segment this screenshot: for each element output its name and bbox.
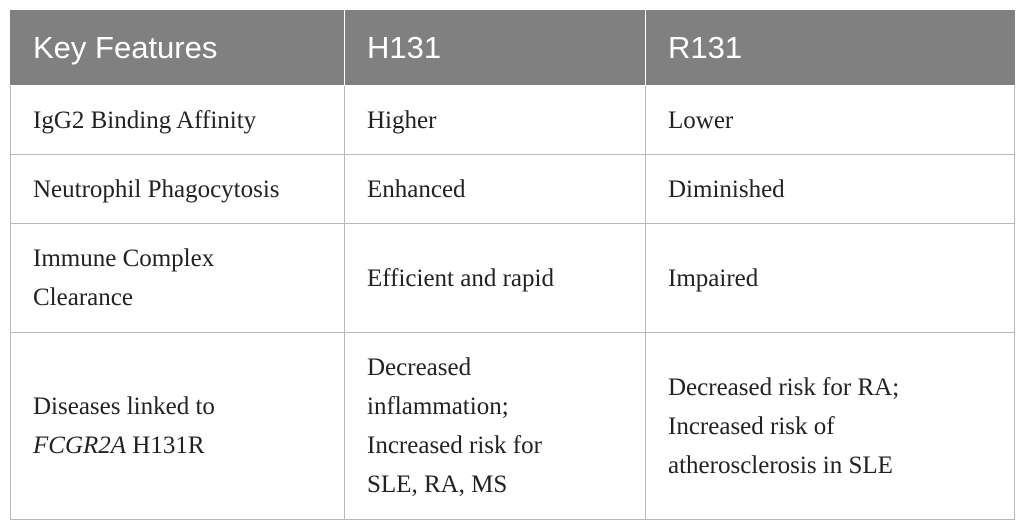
h131-cell: Efficient and rapid <box>344 223 646 333</box>
h131-cell: Decreased inflammation; Increased risk f… <box>344 332 646 520</box>
feature-cell: Diseases linked to FCGR2A H131R <box>10 332 345 520</box>
r131-cell: Diminished <box>645 154 1015 224</box>
table-row: IgG2 Binding Affinity Higher Lower <box>10 85 1015 155</box>
feature-line: Immune Complex <box>33 245 215 272</box>
h131-line: Increased risk for <box>367 432 542 459</box>
r131-cell: Lower <box>645 85 1015 155</box>
feature-cell: Neutrophil Phagocytosis <box>10 154 345 224</box>
feature-line: Diseases linked to <box>33 393 215 420</box>
h131-line: Decreased <box>367 354 472 381</box>
table-row: Neutrophil Phagocytosis Enhanced Diminis… <box>10 154 1015 224</box>
variant-name: H131R <box>126 432 205 459</box>
r131-line: Decreased risk for RA; <box>668 373 900 401</box>
header-h131: H131 <box>344 10 646 86</box>
r131-line: Increased risk of <box>668 412 835 440</box>
r131-cell: Decreased risk for RA; Increased risk of… <box>645 332 1015 520</box>
h131-cell: Higher <box>344 85 646 155</box>
feature-cell: IgG2 Binding Affinity <box>10 85 345 155</box>
gene-name: FCGR2A <box>33 432 127 459</box>
h131-line: inflammation; <box>367 393 509 420</box>
header-key-features: Key Features <box>10 10 345 86</box>
features-table: Key Features H131 R131 IgG2 Binding Affi… <box>10 10 1015 520</box>
header-r131: R131 <box>645 10 1015 86</box>
feature-line: Clearance <box>33 284 133 311</box>
h131-cell: Enhanced <box>344 154 646 224</box>
table-row: Diseases linked to FCGR2A H131R Decrease… <box>10 332 1015 520</box>
r131-line: atherosclerosis in SLE <box>668 451 893 479</box>
r131-cell: Impaired <box>645 223 1015 333</box>
header-row: Key Features H131 R131 <box>10 10 1015 86</box>
feature-cell: Immune Complex Clearance <box>10 223 345 333</box>
table-row: Immune Complex Clearance Efficient and r… <box>10 223 1015 333</box>
h131-line: SLE, RA, MS <box>367 471 508 498</box>
